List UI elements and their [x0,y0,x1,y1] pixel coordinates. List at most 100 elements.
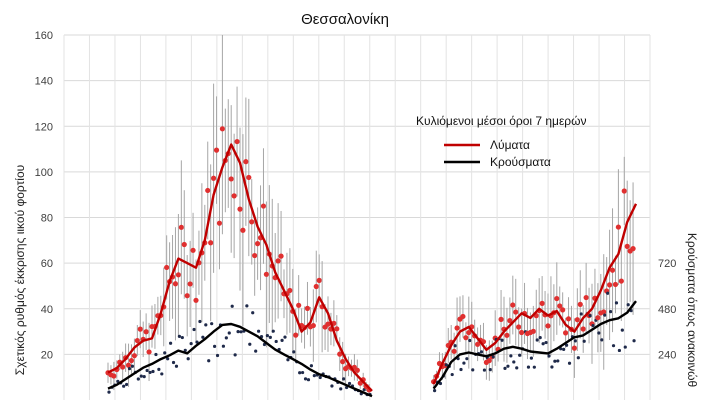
cases-daily-point [626,303,630,307]
sewage-daily-point [219,126,225,132]
cases-daily-point [541,342,545,346]
sewage-daily-point [595,315,601,321]
cases-daily-point [271,329,275,333]
cases-daily-point [526,365,531,369]
y2-tick-label: 240 [658,349,676,361]
sewage-daily-point [120,364,126,370]
sewage-daily-point [577,301,583,307]
cases-daily-point [617,348,622,353]
sewage-daily-point [275,258,281,264]
sewage-daily-point [475,341,481,347]
y2-axis-title: Κρούσματα όπως ανακοινώθ [685,233,699,388]
sewage-daily-point [190,247,196,253]
sewage-daily-point [554,295,560,302]
sewage-daily-point [255,241,261,247]
sewage-daily-point [240,227,246,233]
sewage-daily-point [557,303,563,309]
sewage-daily-point [128,357,135,364]
sewage-daily-point [125,362,132,368]
sewage-daily-point [296,302,302,308]
cases-daily-point [151,369,155,374]
cases-daily-point [453,344,457,348]
sewage-daily-point [539,300,545,306]
sewage-daily-point [175,272,181,278]
y-tick-label: 160 [35,30,53,42]
sewage-daily-point [187,281,193,287]
cases-daily-point [576,356,580,360]
cases-daily-point [268,335,272,339]
cases-daily-point [245,304,249,308]
y2-tick-label: 720 [658,258,676,270]
cases-daily-point [154,352,158,357]
sewage-daily-point [618,278,624,284]
cases-daily-point [465,357,469,361]
cases-daily-point [127,367,132,371]
cases-daily-point [620,328,624,332]
cases-daily-point [614,301,619,305]
cases-daily-point [347,381,352,386]
sewage-daily-point [211,175,217,181]
sewage-daily-point [310,322,316,329]
cases-daily-point [283,335,287,339]
sewage-daily-point [325,321,331,327]
cases-daily-point [189,341,193,346]
cases-daily-point [157,367,161,371]
sewage-daily-point [460,313,466,320]
y-tick-label: 40 [41,304,53,316]
cases-daily-point [163,351,167,355]
sewage-daily-point [486,357,492,364]
cases-daily-point [512,360,516,364]
sewage-daily-point [193,297,199,303]
cases-daily-point [107,390,111,394]
cases-daily-point [611,344,616,348]
cases-daily-point [500,338,504,342]
cases-daily-point [544,340,548,345]
cases-daily-point [174,364,179,368]
sewage-daily-point [507,318,513,324]
cases-daily-point [166,357,170,361]
sewage-daily-point [213,147,220,153]
cases-daily-point [221,344,225,348]
sewage-daily-point [237,206,243,212]
series-lines [107,143,638,398]
sewage-daily-point [278,253,284,259]
cases-daily-point [582,339,586,343]
sewage-daily-point [580,326,586,332]
cases-daily-point [192,327,196,332]
cases-daily-point [591,323,595,328]
sewage-daily-point [131,353,137,359]
sewage-daily-point [246,174,252,181]
series-line-sewage [107,143,638,392]
cases-daily-point [609,310,613,314]
cases-daily-point [125,382,129,387]
cases-daily-point [529,356,534,360]
cases-daily-point [506,364,510,368]
cases-daily-point [597,331,601,335]
cases-daily-point [562,347,566,351]
sewage-daily-point [563,330,569,336]
cases-daily-point [632,339,636,343]
cases-daily-point [248,342,252,346]
cases-daily-point [468,338,472,343]
sewage-daily-point [463,335,469,341]
cases-daily-point [215,353,220,358]
sewage-daily-point [451,348,457,354]
cases-daily-point [606,291,610,295]
sewage-daily-point [172,281,179,287]
legend: Κυλιόμενοι μέσοι όροι 7 ημερών Λύματα Κρ… [416,114,587,169]
sewage-daily-point [287,287,293,294]
sewage-daily-point [340,359,346,365]
cases-daily-point [210,322,214,326]
cases-daily-point [459,367,463,372]
sewage-daily-point [530,328,536,334]
sewage-daily-point [624,243,630,249]
sewage-daily-point [216,220,223,226]
sewage-daily-point [208,240,214,246]
y-tick-label: 60 [41,258,53,270]
cases-daily-point [547,354,551,358]
cases-daily-point [177,334,181,339]
cases-daily-point [556,359,560,363]
cases-daily-point [488,368,492,372]
cases-daily-point [573,339,578,343]
